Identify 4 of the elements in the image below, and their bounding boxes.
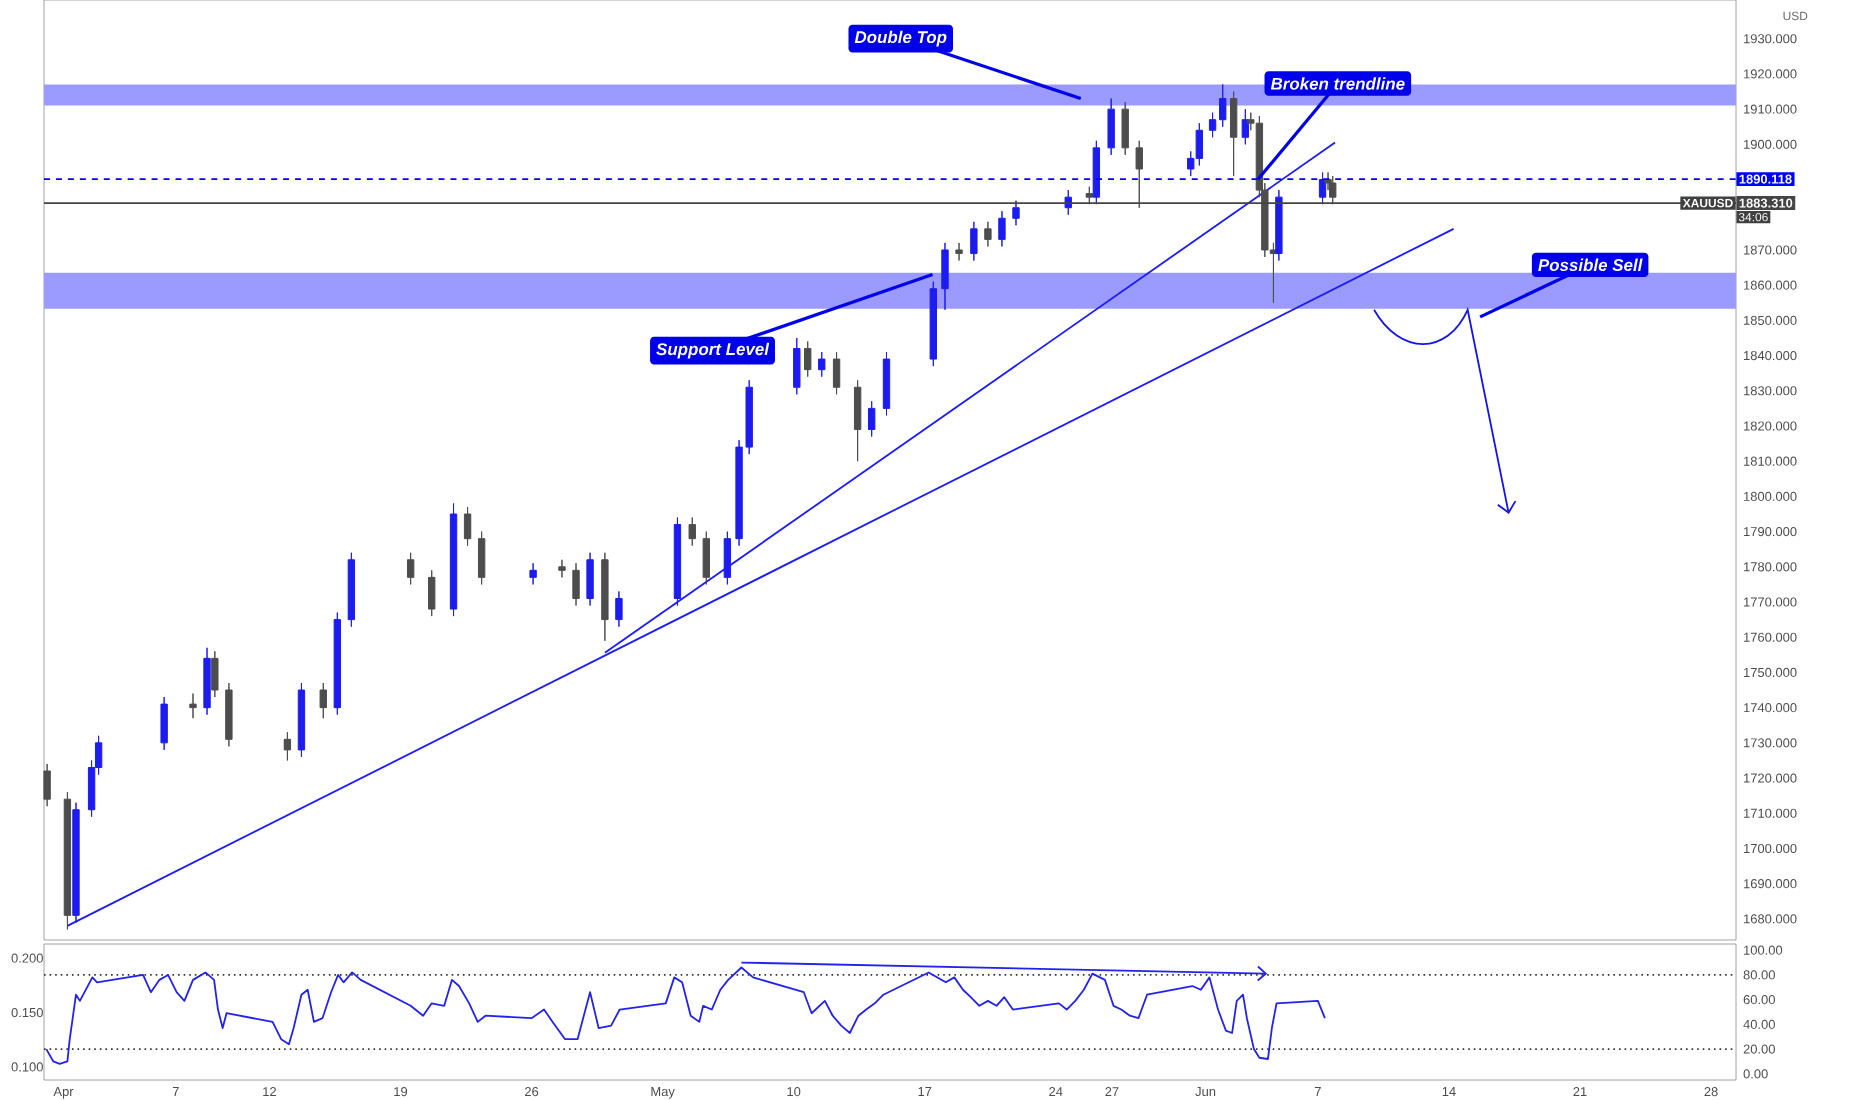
annotation: Broken trendline [1270, 77, 1405, 90]
annotation: Possible Sell [1538, 258, 1643, 272]
annotation: Support Level [656, 342, 770, 359]
annotation: Double Top [854, 30, 947, 47]
